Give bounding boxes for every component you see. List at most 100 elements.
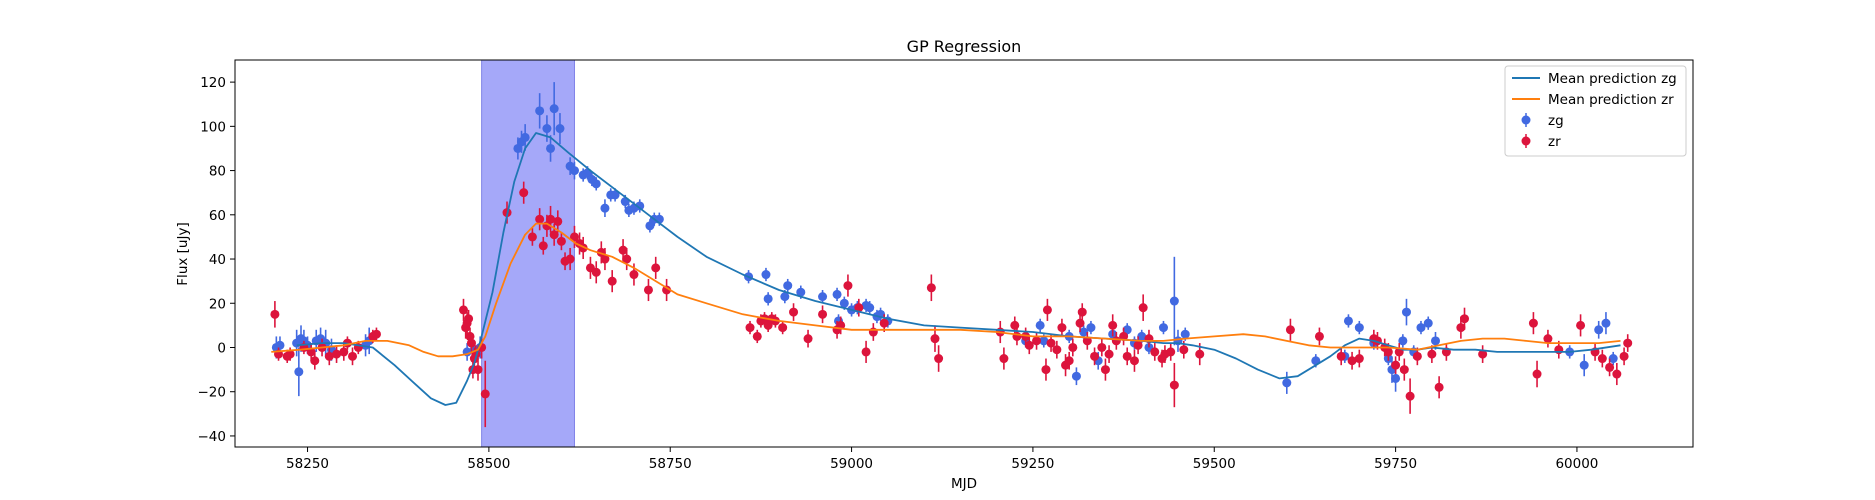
data-point-zg <box>764 294 773 303</box>
data-point-zg <box>570 166 579 175</box>
data-point-zg <box>600 204 609 213</box>
data-point-zr <box>1105 350 1114 359</box>
data-point-zr <box>1612 370 1621 379</box>
data-point-zg <box>555 124 564 133</box>
data-point-zg <box>1282 378 1291 387</box>
data-point-zr <box>1097 343 1106 352</box>
data-point-zg <box>865 303 874 312</box>
data-point-zr <box>1078 308 1087 317</box>
data-point-zr <box>862 347 871 356</box>
data-point-zr <box>1090 352 1099 361</box>
data-point-zr <box>1400 365 1409 374</box>
data-point-zg <box>275 341 284 350</box>
y-tick-label: 80 <box>209 164 226 180</box>
data-point-zr <box>869 328 878 337</box>
data-point-zr <box>843 281 852 290</box>
data-point-zg <box>294 367 303 376</box>
data-point-zr <box>1170 381 1179 390</box>
data-point-zr <box>339 347 348 356</box>
data-point-zg <box>1424 319 1433 328</box>
data-point-zr <box>1052 345 1061 354</box>
data-point-zr <box>1337 352 1346 361</box>
data-point-zg <box>550 104 559 113</box>
data-point-zg <box>833 290 842 299</box>
data-point-zr <box>459 305 468 314</box>
y-tick-label: 0 <box>217 340 226 356</box>
data-point-zr <box>818 310 827 319</box>
data-point-zr <box>629 270 638 279</box>
data-point-zr <box>746 323 755 332</box>
y-tick-label: −40 <box>198 429 227 445</box>
y-tick-label: 100 <box>200 119 226 135</box>
data-point-zr <box>1435 383 1444 392</box>
x-tick-label: 58750 <box>649 456 692 472</box>
data-point-zg <box>1159 323 1168 332</box>
data-point-zr <box>1179 345 1188 354</box>
legend-label-zr: zr <box>1548 134 1561 150</box>
data-point-zr <box>535 215 544 224</box>
data-point-zr <box>1041 365 1050 374</box>
data-point-zg <box>1402 308 1411 317</box>
data-point-zr <box>1543 334 1552 343</box>
data-point-zg <box>1594 325 1603 334</box>
data-point-zr <box>372 330 381 339</box>
x-tick-label: 58500 <box>467 456 510 472</box>
data-point-zg <box>535 106 544 115</box>
data-point-zg <box>542 124 551 133</box>
data-point-zr <box>1427 350 1436 359</box>
data-point-zr <box>348 352 357 361</box>
data-point-zg <box>1344 316 1353 325</box>
data-point-zg <box>1391 374 1400 383</box>
data-point-zr <box>1460 314 1469 323</box>
data-point-zg <box>1601 319 1610 328</box>
data-point-zr <box>1010 321 1019 330</box>
data-point-zr <box>1130 356 1139 365</box>
data-point-zr <box>644 285 653 294</box>
data-point-zr <box>1139 303 1148 312</box>
data-point-zg <box>1580 361 1589 370</box>
x-tick-label: 59500 <box>1193 456 1236 472</box>
data-point-zr <box>1076 319 1085 328</box>
data-point-zr <box>1406 392 1415 401</box>
data-point-zr <box>1355 354 1364 363</box>
data-point-zr <box>592 268 601 277</box>
legend-marker-zr <box>1522 137 1531 146</box>
data-point-zr <box>553 217 562 226</box>
data-point-zr <box>1134 341 1143 350</box>
data-point-zr <box>566 255 575 264</box>
data-point-zr <box>474 365 483 374</box>
data-point-zr <box>804 334 813 343</box>
legend-label-mean-zr: Mean prediction zr <box>1548 92 1674 108</box>
data-point-zr <box>519 188 528 197</box>
legend-label-zg: zg <box>1548 113 1564 129</box>
data-point-zr <box>1413 352 1422 361</box>
data-point-zr <box>550 230 559 239</box>
data-point-zr <box>1384 347 1393 356</box>
data-point-zr <box>927 283 936 292</box>
data-point-zr <box>1150 347 1159 356</box>
data-point-zg <box>521 133 530 142</box>
x-tick-label: 59250 <box>1011 456 1054 472</box>
data-point-zr <box>270 310 279 319</box>
data-point-zr <box>651 263 660 272</box>
data-point-zr <box>999 354 1008 363</box>
data-point-zg <box>1355 323 1364 332</box>
data-point-zr <box>1032 336 1041 345</box>
data-point-zg <box>1036 321 1045 330</box>
data-point-zr <box>467 339 476 348</box>
chart-title: GP Regression <box>907 37 1022 56</box>
legend: Mean prediction zg Mean prediction zr zg… <box>1505 66 1686 156</box>
data-point-zg <box>621 197 630 206</box>
data-point-zr <box>1620 352 1629 361</box>
data-point-zr <box>1068 343 1077 352</box>
y-tick-label: 120 <box>200 75 226 91</box>
data-point-zr <box>1554 345 1563 354</box>
data-point-zg <box>546 144 555 153</box>
data-point-zg <box>1170 297 1179 306</box>
data-point-zr <box>934 354 943 363</box>
y-tick-label: 60 <box>209 208 226 224</box>
y-axis-label: Flux [uJy] <box>175 222 191 285</box>
legend-label-mean-zg: Mean prediction zg <box>1548 71 1677 87</box>
data-point-zr <box>753 332 762 341</box>
